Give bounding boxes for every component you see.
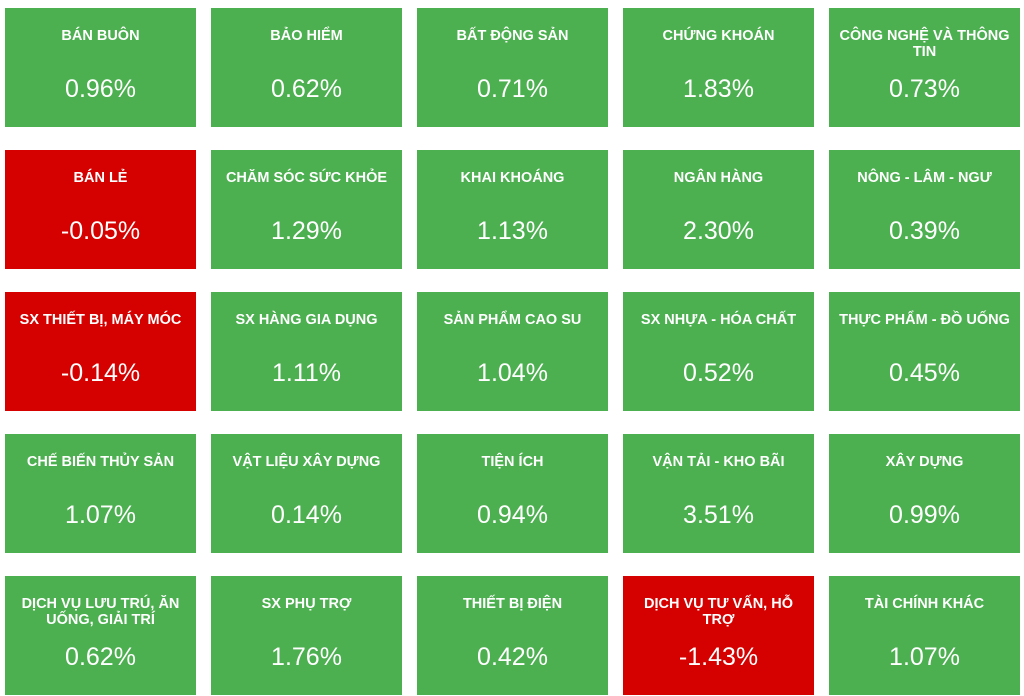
sector-tile[interactable]: NÔNG - LÂM - NGƯ 0.39% (829, 150, 1020, 269)
sector-heatmap-grid: BÁN BUÔN 0.96% BẢO HIỂM 0.62% BẤT ĐỘNG SẢN 0.… (5, 8, 1020, 695)
sector-tile[interactable]: CHỨNG KHOÁN 1.83% (623, 8, 814, 127)
sector-name: SX THIẾT BỊ, MÁY MÓC (19, 312, 182, 328)
sector-name: VẬN TẢI - KHO BÃI (652, 454, 785, 470)
sector-tile[interactable]: SX HÀNG GIA DỤNG 1.11% (211, 292, 402, 411)
sector-change-value: 0.99% (889, 501, 960, 529)
sector-change-value: 2.30% (683, 217, 754, 245)
sector-tile[interactable]: BÁN LẺ -0.05% (5, 150, 196, 269)
sector-change-value: 0.45% (889, 359, 960, 387)
sector-name: TIỆN ÍCH (481, 454, 544, 470)
sector-name: SX NHỰA - HÓA CHẤT (640, 312, 797, 328)
sector-change-value: 0.73% (889, 75, 960, 103)
sector-change-value: 0.62% (65, 643, 136, 671)
sector-name: DỊCH VỤ TƯ VẤN, HỖ TRỢ (644, 596, 793, 628)
sector-name: CHỨNG KHOÁN (662, 28, 775, 44)
sector-change-value: 0.96% (65, 75, 136, 103)
sector-change-value: 0.62% (271, 75, 342, 103)
sector-name: BÁN LẺ (73, 170, 128, 186)
sector-change-value: 0.52% (683, 359, 754, 387)
sector-tile[interactable]: SX THIẾT BỊ, MÁY MÓC -0.14% (5, 292, 196, 411)
sector-tile[interactable]: BẢO HIỂM 0.62% (211, 8, 402, 127)
sector-change-value: -0.14% (60, 359, 141, 387)
sector-name: THỰC PHẨM - ĐỒ UỐNG (839, 312, 1010, 328)
sector-change-value: 0.42% (477, 643, 548, 671)
sector-tile[interactable]: THIẾT BỊ ĐIỆN 0.42% (417, 576, 608, 695)
sector-tile[interactable]: VẬN TẢI - KHO BÃI 3.51% (623, 434, 814, 553)
sector-tile[interactable]: XÂY DỰNG 0.99% (829, 434, 1020, 553)
sector-change-value: 0.71% (477, 75, 548, 103)
sector-tile[interactable]: VẬT LIỆU XÂY DỰNG 0.14% (211, 434, 402, 553)
sector-tile[interactable]: SX NHỰA - HÓA CHẤT 0.52% (623, 292, 814, 411)
sector-change-value: 1.83% (683, 75, 754, 103)
sector-name: BÁN BUÔN (61, 28, 140, 44)
sector-name: SẢN PHẨM CAO SU (443, 312, 582, 328)
sector-change-value: 0.14% (271, 501, 342, 529)
sector-name: VẬT LIỆU XÂY DỰNG (232, 454, 381, 470)
sector-tile[interactable]: DỊCH VỤ TƯ VẤN, HỖ TRỢ -1.43% (623, 576, 814, 695)
sector-tile[interactable]: NGÂN HÀNG 2.30% (623, 150, 814, 269)
sector-name: DỊCH VỤ LƯU TRÚ, ĂN UỐNG, GIẢI TRÍ (21, 596, 180, 628)
sector-tile[interactable]: CHẾ BIẾN THỦY SẢN 1.07% (5, 434, 196, 553)
sector-name: CHĂM SÓC SỨC KHỎE (225, 170, 388, 186)
sector-change-value: 1.11% (271, 359, 342, 387)
sector-change-value: 1.07% (65, 501, 136, 529)
sector-name: BẢO HIỂM (270, 28, 343, 44)
sector-name: NÔNG - LÂM - NGƯ (857, 170, 992, 186)
sector-name: XÂY DỰNG (885, 454, 964, 470)
sector-tile[interactable]: DỊCH VỤ LƯU TRÚ, ĂN UỐNG, GIẢI TRÍ 0.62% (5, 576, 196, 695)
sector-change-value: 3.51% (683, 501, 754, 529)
sector-tile[interactable]: SẢN PHẨM CAO SU 1.04% (417, 292, 608, 411)
sector-tile[interactable]: BÁN BUÔN 0.96% (5, 8, 196, 127)
sector-name: TÀI CHÍNH KHÁC (864, 596, 985, 612)
sector-change-value: -1.43% (678, 643, 759, 671)
sector-change-value: 1.29% (271, 217, 342, 245)
sector-tile[interactable]: CÔNG NGHỆ VÀ THÔNG TIN 0.73% (829, 8, 1020, 127)
sector-change-value: 1.04% (477, 359, 548, 387)
sector-change-value: 0.94% (477, 501, 548, 529)
sector-change-value: 1.76% (271, 643, 342, 671)
sector-change-value: 1.07% (889, 643, 960, 671)
sector-name: CÔNG NGHỆ VÀ THÔNG TIN (839, 28, 1010, 60)
sector-name: CHẾ BIẾN THỦY SẢN (26, 454, 175, 470)
sector-tile[interactable]: KHAI KHOÁNG 1.13% (417, 150, 608, 269)
sector-tile[interactable]: TIỆN ÍCH 0.94% (417, 434, 608, 553)
sector-name: THIẾT BỊ ĐIỆN (462, 596, 563, 612)
sector-change-value: 0.39% (889, 217, 960, 245)
sector-name: BẤT ĐỘNG SẢN (456, 28, 569, 44)
sector-tile[interactable]: SX PHỤ TRỢ 1.76% (211, 576, 402, 695)
sector-name: SX PHỤ TRỢ (261, 596, 352, 612)
sector-change-value: -0.05% (60, 217, 141, 245)
sector-tile[interactable]: TÀI CHÍNH KHÁC 1.07% (829, 576, 1020, 695)
sector-tile[interactable]: CHĂM SÓC SỨC KHỎE 1.29% (211, 150, 402, 269)
sector-name: SX HÀNG GIA DỤNG (235, 312, 378, 328)
sector-tile[interactable]: BẤT ĐỘNG SẢN 0.71% (417, 8, 608, 127)
sector-change-value: 1.13% (477, 217, 548, 245)
sector-tile[interactable]: THỰC PHẨM - ĐỒ UỐNG 0.45% (829, 292, 1020, 411)
sector-name: KHAI KHOÁNG (460, 170, 565, 186)
sector-name: NGÂN HÀNG (673, 170, 764, 186)
